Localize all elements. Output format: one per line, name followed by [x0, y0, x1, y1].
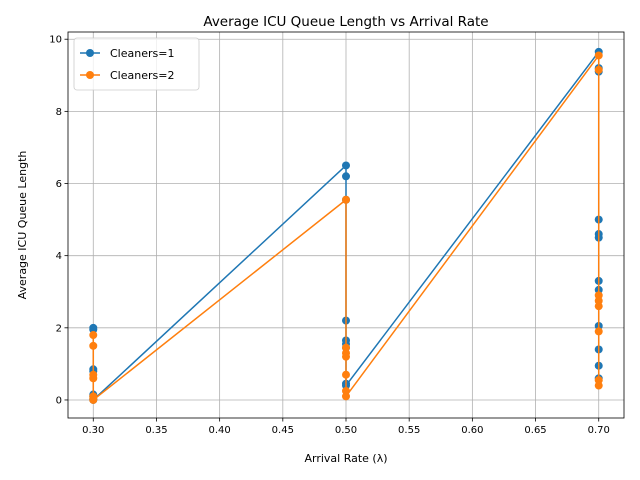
data-point: [342, 161, 350, 170]
y-axis-label: Average ICU Queue Length: [16, 151, 29, 300]
data-point: [594, 327, 603, 336]
x-tick-label: 0.50: [335, 425, 357, 436]
y-tick-label: 10: [49, 35, 62, 46]
data-point: [342, 370, 350, 379]
legend-box: [73, 37, 200, 91]
data-point: [89, 374, 98, 383]
x-tick-label: 0.70: [588, 425, 610, 436]
data-point: [342, 352, 350, 361]
y-tick-label: 0: [56, 395, 62, 406]
y-tick-label: 8: [56, 107, 62, 118]
data-point: [89, 395, 98, 404]
legend-label-2: Cleaners=2: [110, 69, 174, 82]
x-axis-label: Arrival Rate (λ): [304, 452, 387, 465]
x-tick-label: 0.35: [145, 425, 167, 436]
data-point: [342, 172, 350, 181]
y-tick-label: 4: [56, 251, 62, 262]
data-point: [594, 302, 603, 311]
x-tick-label: 0.45: [272, 425, 294, 436]
data-point: [89, 341, 98, 350]
x-tick-label: 0.40: [209, 425, 231, 436]
x-tick-label: 0.55: [398, 425, 420, 436]
data-point: [89, 331, 98, 340]
legend-marker-1: [86, 49, 94, 57]
x-tick-label: 0.60: [461, 425, 483, 436]
x-tick-label: 0.65: [524, 425, 546, 436]
x-tick-label: 0.30: [82, 425, 104, 436]
series-group: [89, 47, 603, 404]
ticks: 0.30 0.35 0.40 0.45 0.50 0.55 0.60 0.65 0.70 0 2 4 6…: [49, 35, 610, 436]
legend-marker-2: [86, 71, 94, 79]
y-tick-label: 2: [56, 323, 62, 334]
data-point: [594, 65, 603, 74]
legend: Cleaners=1 Cleaners=2: [73, 37, 200, 91]
data-point: [594, 51, 603, 60]
data-point: [594, 381, 603, 390]
data-point: [342, 392, 350, 401]
data-point: [342, 195, 350, 204]
legend-label-1: Cleaners=1: [110, 47, 174, 60]
chart-title: Average ICU Queue Length vs Arrival Rate: [203, 14, 488, 30]
y-tick-label: 6: [56, 179, 62, 190]
